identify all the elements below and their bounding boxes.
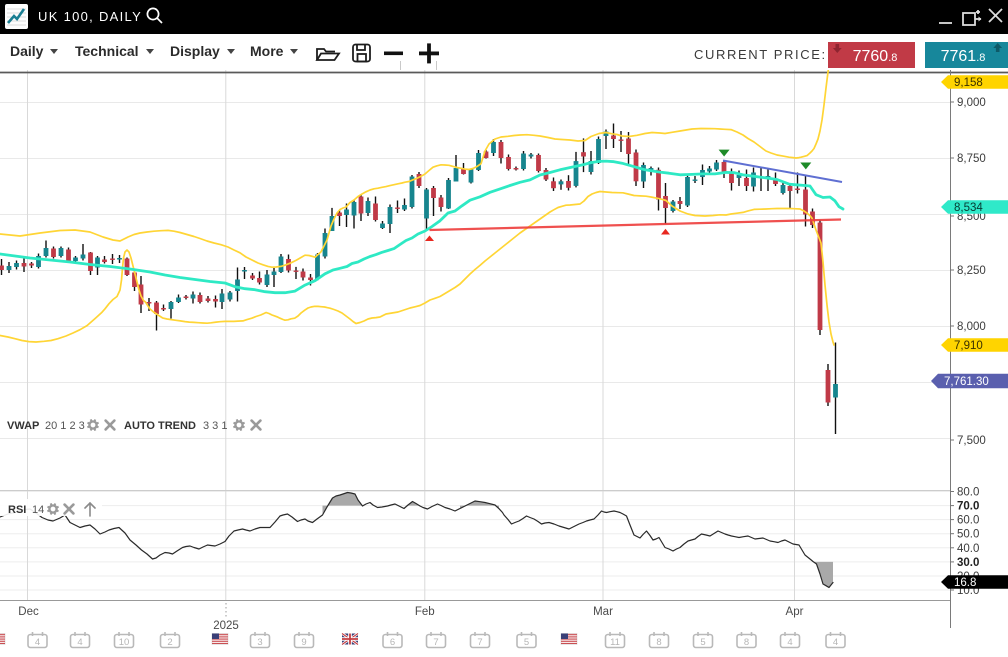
- svg-text:4: 4: [77, 637, 82, 648]
- svg-text:20 1 2 3: 20 1 2 3: [45, 420, 85, 432]
- svg-text:7760.8: 7760.8: [853, 48, 898, 65]
- svg-text:7761.8: 7761.8: [941, 48, 986, 65]
- svg-text:8,750: 8,750: [957, 153, 986, 165]
- svg-text:6: 6: [390, 637, 395, 648]
- svg-text:80.0: 80.0: [957, 487, 979, 499]
- svg-text:7,500: 7,500: [957, 435, 986, 447]
- svg-text:7,910: 7,910: [954, 340, 983, 352]
- svg-text:4: 4: [833, 637, 838, 648]
- svg-text:10: 10: [119, 637, 130, 648]
- svg-text:5: 5: [700, 637, 705, 648]
- svg-text:8,250: 8,250: [957, 265, 986, 277]
- svg-text:2: 2: [167, 637, 172, 648]
- svg-text:4: 4: [35, 637, 40, 648]
- svg-text:50.0: 50.0: [957, 529, 979, 541]
- svg-text:7: 7: [433, 637, 438, 648]
- svg-text:60.0: 60.0: [957, 515, 979, 527]
- svg-text:14: 14: [32, 504, 44, 516]
- svg-text:16.8: 16.8: [954, 577, 976, 589]
- svg-text:8,000: 8,000: [957, 321, 986, 333]
- svg-text:3: 3: [257, 637, 262, 648]
- svg-text:7,761.30: 7,761.30: [944, 376, 989, 388]
- svg-text:8: 8: [744, 637, 749, 648]
- svg-text:4: 4: [787, 637, 792, 648]
- svg-text:Mar: Mar: [593, 606, 613, 618]
- svg-text:5: 5: [524, 637, 529, 648]
- svg-text:8: 8: [656, 637, 661, 648]
- svg-text:Apr: Apr: [786, 606, 804, 618]
- svg-text:9,000: 9,000: [957, 97, 986, 109]
- svg-text:9: 9: [301, 637, 306, 648]
- svg-text:Feb: Feb: [415, 606, 435, 618]
- svg-text:Dec: Dec: [18, 606, 39, 618]
- svg-text:RSI: RSI: [8, 504, 26, 516]
- svg-text:9,158: 9,158: [954, 77, 983, 89]
- svg-text:70.0: 70.0: [957, 501, 979, 513]
- svg-text:40.0: 40.0: [957, 543, 979, 555]
- svg-text:11: 11: [610, 637, 620, 648]
- svg-text:3 3 1: 3 3 1: [203, 420, 227, 432]
- svg-text:2025: 2025: [213, 620, 239, 632]
- svg-text:8,500: 8,500: [957, 211, 986, 223]
- svg-text:8,534: 8,534: [954, 202, 983, 214]
- svg-text:AUTO TREND: AUTO TREND: [124, 420, 196, 432]
- svg-text:VWAP: VWAP: [7, 420, 39, 432]
- svg-text:30.0: 30.0: [957, 557, 979, 569]
- svg-text:7: 7: [477, 637, 482, 648]
